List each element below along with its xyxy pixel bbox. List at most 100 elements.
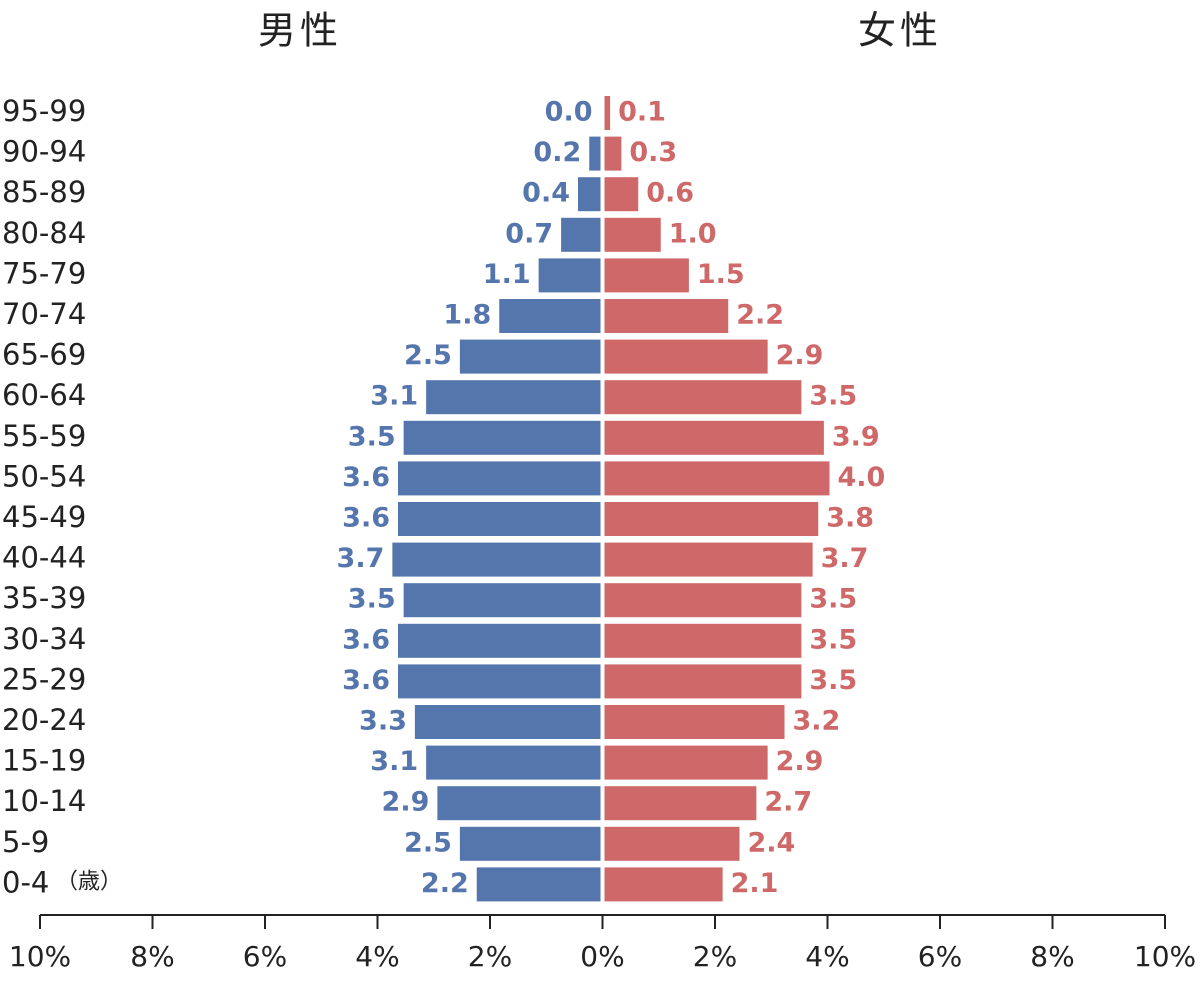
bar [604, 461, 830, 496]
bar [604, 745, 768, 780]
bar [604, 217, 661, 252]
value-label: 3.5 [348, 421, 396, 452]
bar [459, 826, 601, 861]
bar [437, 786, 601, 821]
value-label: 0.7 [505, 218, 553, 249]
bar [426, 745, 601, 780]
category-label: 60-64 [2, 378, 86, 412]
value-label: 3.3 [359, 706, 407, 737]
value-label: 2.9 [382, 787, 430, 818]
bar [476, 867, 601, 902]
category-label: 15-19 [2, 744, 86, 778]
value-label: 2.5 [404, 340, 452, 371]
x-tick-label: 8% [130, 940, 174, 973]
bar [604, 705, 785, 739]
category-label: 75-79 [2, 256, 86, 290]
bar [604, 826, 740, 861]
value-label: 0.1 [618, 97, 666, 128]
x-tick-label: 0% [580, 940, 624, 973]
bar [604, 258, 689, 293]
category-unit: （歳） [56, 869, 122, 894]
bar [398, 502, 601, 536]
category-label: 35-39 [2, 581, 86, 615]
value-label: 3.6 [342, 462, 390, 493]
value-label: 3.5 [809, 381, 857, 412]
value-label: 3.2 [793, 706, 841, 737]
category-label: 30-34 [2, 622, 86, 656]
value-label: 3.1 [370, 746, 418, 777]
bar [403, 583, 601, 618]
category-label: 20-24 [2, 703, 86, 737]
category-label: 70-74 [2, 297, 86, 331]
bar [604, 177, 639, 212]
value-label: 1.1 [483, 259, 531, 290]
bar [459, 339, 601, 374]
x-tick-label: 6% [918, 940, 962, 973]
category-label: 90-94 [2, 135, 86, 169]
value-label: 2.5 [404, 827, 452, 858]
value-label: 2.9 [776, 340, 824, 371]
bar [538, 258, 601, 293]
value-label: 3.6 [342, 624, 390, 655]
value-label: 4.0 [838, 462, 886, 493]
category-label: 5-9 [2, 825, 49, 859]
value-label: 3.7 [337, 543, 385, 574]
value-label: 2.2 [736, 300, 784, 331]
value-label: 2.4 [748, 827, 796, 858]
category-label: 85-89 [2, 175, 86, 209]
side-title: 女性 [858, 9, 942, 53]
value-label: 2.7 [764, 787, 812, 818]
x-tick-label: 2% [693, 940, 737, 973]
bar [499, 299, 601, 333]
bar [392, 542, 601, 577]
bar [604, 96, 611, 130]
category-label: 45-49 [2, 500, 86, 534]
x-tick-label: 8% [1030, 940, 1074, 973]
bar [604, 420, 824, 455]
value-label: 3.5 [348, 584, 396, 615]
bar [604, 867, 723, 902]
category-label: 10-14 [2, 784, 86, 818]
bar [403, 420, 601, 455]
category-label: 40-44 [2, 541, 86, 575]
bar [604, 339, 768, 374]
value-label: 0.2 [533, 137, 581, 168]
value-label: 3.7 [821, 543, 869, 574]
value-label: 3.6 [342, 665, 390, 696]
x-tick-label: 4% [355, 940, 399, 973]
value-label: 1.8 [443, 300, 491, 331]
x-tick-label: 6% [243, 940, 287, 973]
category-label: 55-59 [2, 419, 86, 453]
bar [604, 136, 622, 171]
value-label: 3.5 [809, 584, 857, 615]
value-label: 2.1 [731, 868, 779, 899]
value-label: 3.5 [809, 624, 857, 655]
value-label: 0.0 [545, 97, 593, 128]
bar [398, 664, 601, 699]
value-label: 3.1 [370, 381, 418, 412]
x-tick-label: 2% [468, 940, 512, 973]
bar [604, 583, 802, 618]
value-label: 2.2 [421, 868, 469, 899]
x-tick-label: 10% [9, 940, 71, 973]
bar [398, 623, 601, 658]
category-label: 80-84 [2, 216, 86, 250]
bar [604, 502, 819, 536]
value-label: 0.4 [522, 178, 570, 209]
value-label: 3.9 [832, 421, 880, 452]
category-label: 95-99 [2, 94, 86, 128]
value-label: 0.6 [646, 178, 694, 209]
side-title: 男性 [258, 9, 342, 53]
value-label: 1.5 [697, 259, 745, 290]
bar [398, 461, 601, 496]
bar [589, 136, 601, 171]
value-label: 2.9 [776, 746, 824, 777]
x-tick-label: 4% [805, 940, 849, 973]
bar [604, 542, 813, 577]
value-label: 3.5 [809, 665, 857, 696]
x-tick-label: 10% [1134, 940, 1196, 973]
bar [604, 786, 757, 821]
bar [604, 623, 802, 658]
value-label: 1.0 [669, 218, 717, 249]
